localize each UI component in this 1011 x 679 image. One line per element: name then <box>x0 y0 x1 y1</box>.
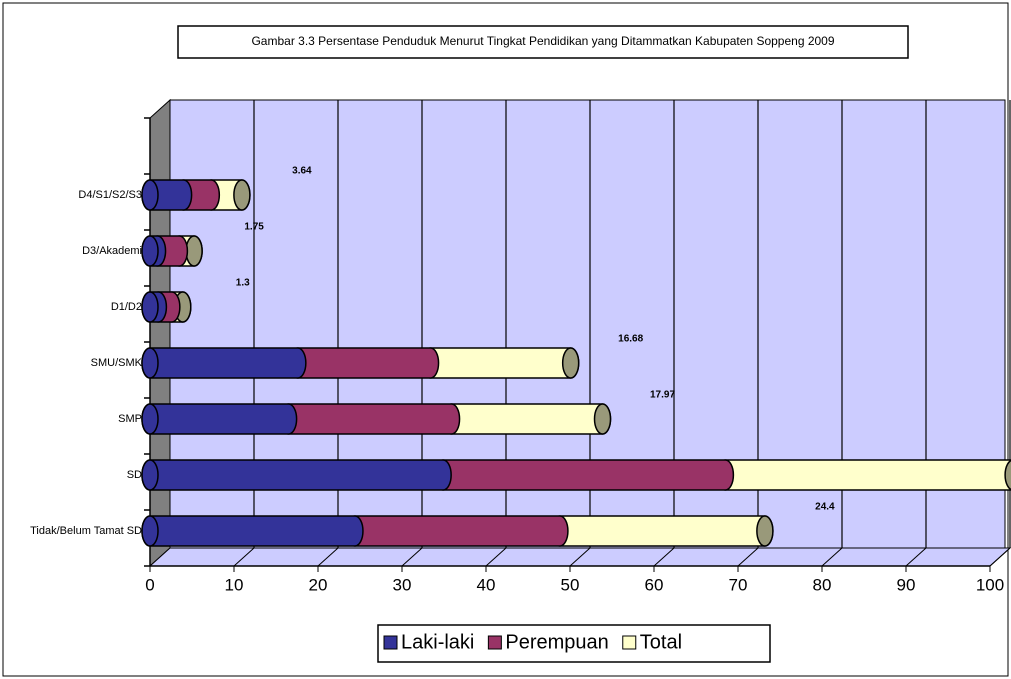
x-tick-label: 0 <box>145 575 154 594</box>
bar-segment <box>716 459 1011 491</box>
bar-start <box>141 291 159 323</box>
x-tick-label: 30 <box>393 575 412 594</box>
y-tick-label: D1/D2 <box>111 301 142 313</box>
bar-start <box>141 515 159 547</box>
grid-line <box>821 547 843 567</box>
y-tick-label: SMU/SMK <box>91 357 143 369</box>
bar-segment <box>141 403 298 435</box>
data-label: 3.64 <box>292 166 312 177</box>
grid-line <box>485 547 507 567</box>
grid-line <box>989 547 1011 567</box>
legend-label: Laki-laki <box>401 631 474 653</box>
bar-end-shade <box>186 236 203 266</box>
bar-segment <box>141 515 364 547</box>
y-tick-label: D4/S1/S2/S3 <box>78 189 142 201</box>
bar-end <box>233 179 251 211</box>
x-tick-label: 90 <box>897 575 916 594</box>
data-label: 1.75 <box>244 222 264 233</box>
bar-start <box>141 347 159 379</box>
bar-segment <box>289 347 440 379</box>
data-label: 16.68 <box>618 334 643 345</box>
legend-swatch <box>622 635 637 650</box>
x-tick-label: 50 <box>561 575 580 594</box>
bar-end <box>756 515 774 547</box>
bar-end-shade <box>594 404 611 434</box>
grid-line <box>233 547 255 567</box>
bar-end-shade <box>756 516 773 546</box>
bar-start <box>141 179 159 211</box>
grid-line <box>653 547 675 567</box>
grid-line <box>317 547 339 567</box>
legend-swatch <box>487 635 502 650</box>
data-label: 24.4 <box>815 502 835 513</box>
grid-line <box>401 547 423 567</box>
grid-line <box>569 547 591 567</box>
bar-start <box>141 235 159 267</box>
bar-segment <box>434 459 735 491</box>
y-tick-label: Tidak/Belum Tamat SD <box>30 525 142 537</box>
data-label: 1.3 <box>236 278 250 289</box>
bar-end-shade <box>233 180 250 210</box>
bar-segment <box>346 515 569 547</box>
title-box <box>177 25 909 59</box>
x-tick-label: 100 <box>976 575 1004 594</box>
legend-swatch <box>383 635 398 650</box>
legend-label: Total <box>640 631 682 653</box>
x-tick-label: 60 <box>645 575 664 594</box>
bar-segment <box>141 347 307 379</box>
grid-line <box>905 547 927 567</box>
data-label: 17.97 <box>650 390 675 401</box>
bar-start <box>141 459 159 491</box>
x-tick-label: 40 <box>477 575 496 594</box>
bar-end <box>1004 459 1011 491</box>
bar-segment <box>279 403 461 435</box>
legend-box <box>377 624 771 663</box>
chart-title: Gambar 3.3 Persentase Penduduk Menurut T… <box>251 34 834 48</box>
bar-end-shade <box>1005 460 1011 490</box>
bar-segment <box>551 515 774 547</box>
y-tick-label: SMP <box>118 413 142 425</box>
legend-label: Perempuan <box>505 631 608 653</box>
x-tick-label: 10 <box>225 575 244 594</box>
x-tick-label: 70 <box>729 575 748 594</box>
grid-line <box>737 547 759 567</box>
x-tick-label: 80 <box>813 575 832 594</box>
bar-end <box>561 347 580 379</box>
bar-segment <box>421 347 580 379</box>
bar-end <box>593 403 612 435</box>
y-tick-label: SD <box>127 469 142 481</box>
bar-end-shade <box>562 348 579 378</box>
bar-segment <box>442 403 612 435</box>
bar-segment <box>141 459 452 491</box>
x-tick-label: 20 <box>309 575 328 594</box>
y-tick-label: D3/Akademi <box>82 245 142 257</box>
bar-start <box>141 403 159 435</box>
side-wall <box>149 98 171 568</box>
